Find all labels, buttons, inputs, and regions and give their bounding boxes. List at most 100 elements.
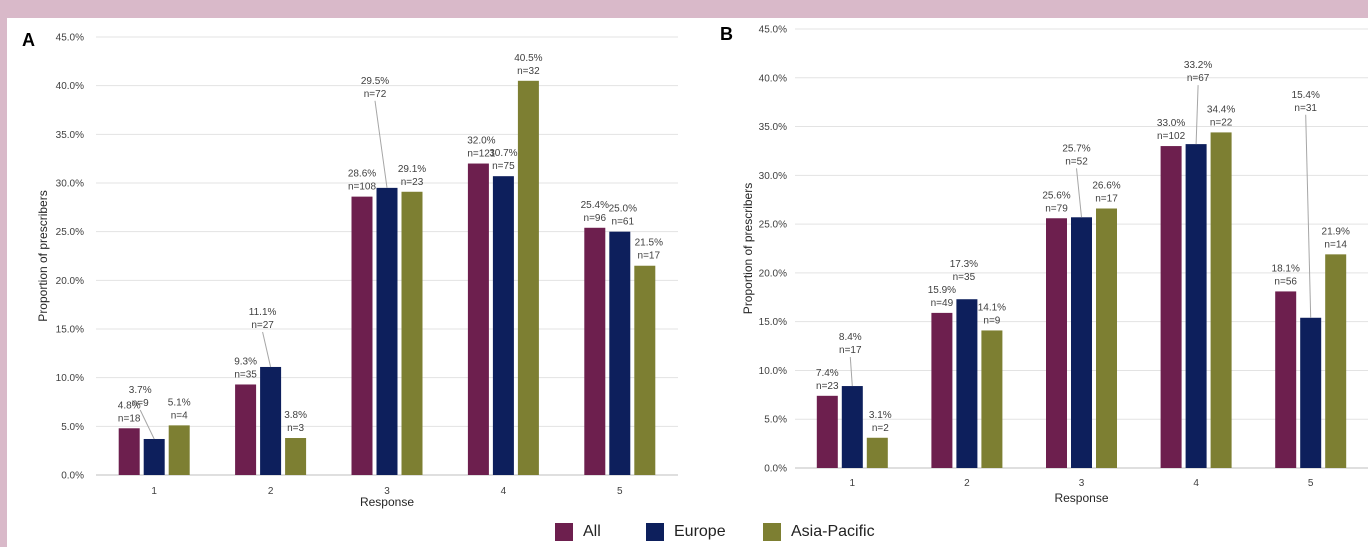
data-label-percent: 34.4%: [1207, 104, 1235, 115]
data-label-count: n=56: [1274, 276, 1297, 287]
bar-all: [1160, 146, 1182, 469]
data-label-count: n=121: [467, 149, 496, 160]
data-label-percent: 3.8%: [284, 410, 307, 421]
y-tick-label: 20.0%: [56, 276, 84, 287]
bar-europe: [143, 438, 165, 475]
bar-europe: [956, 299, 978, 468]
data-label-percent: 25.7%: [1062, 143, 1090, 154]
y-tick-label: 45.0%: [759, 25, 787, 36]
data-label-count: n=4: [171, 410, 188, 421]
x-tick-label: 3: [384, 486, 390, 497]
y-tick-label: 25.0%: [759, 220, 787, 231]
x-tick-label: 4: [1193, 478, 1199, 489]
data-label-percent: 33.0%: [1157, 118, 1185, 129]
x-tick-label: 5: [1308, 478, 1314, 489]
data-label-percent: 28.6%: [348, 169, 376, 180]
legend-swatch-europe: [646, 523, 664, 541]
data-label-percent: 25.0%: [609, 204, 637, 215]
y-tick-label: 0.0%: [764, 464, 787, 475]
bar-asia-pacific: [401, 191, 423, 475]
bar-asia-pacific: [168, 425, 190, 475]
x-tick-label: 3: [1079, 478, 1085, 489]
data-label-leader: [1076, 168, 1082, 218]
data-label-percent: 29.5%: [361, 76, 389, 87]
y-tick-label: 45.0%: [56, 33, 84, 44]
legend-label-europe: Europe: [674, 523, 726, 540]
panel-label: B: [720, 24, 733, 44]
data-label-percent: 4.8%: [118, 400, 141, 411]
data-label-percent: 21.9%: [1322, 226, 1350, 237]
data-label-count: n=75: [492, 161, 515, 172]
data-label-count: n=17: [839, 345, 862, 356]
chart-legend: All Europe Asia-Pacific: [0, 521, 1368, 547]
y-tick-label: 35.0%: [56, 130, 84, 141]
bar-europe: [609, 231, 631, 475]
bar-all: [1046, 218, 1067, 468]
data-label-percent: 18.1%: [1272, 263, 1300, 274]
data-label-count: n=96: [584, 213, 607, 224]
x-tick-label: 4: [501, 486, 507, 497]
y-tick-label: 30.0%: [759, 171, 787, 182]
bar-all: [816, 395, 838, 468]
bar-asia-pacific: [634, 265, 656, 475]
data-label-count: n=17: [1095, 194, 1118, 205]
data-label-percent: 25.6%: [1042, 190, 1070, 201]
bar-asia-pacific: [1210, 132, 1232, 469]
bar-all: [351, 196, 373, 476]
data-label-percent: 25.4%: [581, 200, 609, 211]
y-axis-title: Proportion of prescribers: [36, 190, 50, 321]
y-tick-label: 35.0%: [759, 122, 787, 133]
page-border-left: [0, 18, 7, 547]
data-label-percent: 3.1%: [869, 410, 892, 421]
data-label-count: n=79: [1045, 203, 1068, 214]
legend-item-asia-pacific: Asia-Pacific: [763, 523, 875, 541]
data-label-count: n=9: [132, 398, 149, 409]
bar-europe: [492, 176, 514, 476]
data-label-count: n=35: [953, 272, 976, 283]
legend-item-europe: Europe: [646, 523, 726, 541]
data-label-percent: 26.6%: [1092, 181, 1120, 192]
legend-swatch-asia-pacific: [763, 523, 781, 541]
data-label-percent: 29.1%: [398, 164, 426, 175]
bar-all: [235, 384, 257, 475]
y-tick-label: 40.0%: [56, 81, 84, 92]
legend-swatch-all: [555, 523, 573, 541]
y-tick-label: 20.0%: [759, 268, 787, 279]
panel-label: A: [22, 30, 35, 50]
data-label-count: n=9: [983, 315, 1000, 326]
data-label-count: n=102: [1157, 131, 1186, 142]
chart-panel-a: 0.0% 5.0% 10.0% 15.0% 20.0% 25.0% 30.0% 35.0% 40…: [22, 30, 678, 509]
data-label-count: n=49: [931, 298, 954, 309]
bar-all: [931, 312, 953, 468]
data-label-count: n=23: [816, 381, 839, 392]
data-label-percent: 40.5%: [514, 53, 542, 64]
data-label-count: n=2: [872, 423, 889, 434]
data-label-count: n=32: [517, 66, 540, 77]
page-border-top: [0, 0, 1368, 18]
y-tick-label: 15.0%: [759, 317, 787, 328]
y-tick-label: 5.0%: [764, 415, 787, 426]
bar-all: [584, 227, 606, 475]
y-tick-label: 5.0%: [61, 422, 84, 433]
x-axis-title: Response: [1054, 491, 1108, 505]
data-label-count: n=18: [118, 413, 141, 424]
data-label-leader: [1195, 85, 1199, 145]
data-label-leader: [1305, 114, 1312, 318]
y-axis-title: Proportion of prescribers: [741, 183, 755, 314]
data-label-percent: 3.7%: [129, 385, 152, 396]
data-label-count: n=35: [234, 369, 257, 380]
y-tick-label: 15.0%: [56, 325, 84, 336]
data-label-percent: 32.0%: [467, 136, 495, 147]
data-label-percent: 7.4%: [816, 368, 839, 379]
bar-asia-pacific: [981, 330, 1003, 468]
y-tick-label: 10.0%: [56, 373, 84, 384]
bar-europe: [376, 187, 398, 475]
data-label-percent: 30.7%: [489, 148, 517, 159]
x-tick-label: 2: [964, 478, 970, 489]
data-label-percent: 17.3%: [950, 259, 978, 270]
bar-all: [1275, 291, 1297, 468]
data-label-leader: [849, 357, 853, 387]
data-label-count: n=67: [1187, 73, 1210, 84]
bar-europe: [1300, 317, 1322, 468]
x-tick-label: 1: [850, 478, 856, 489]
